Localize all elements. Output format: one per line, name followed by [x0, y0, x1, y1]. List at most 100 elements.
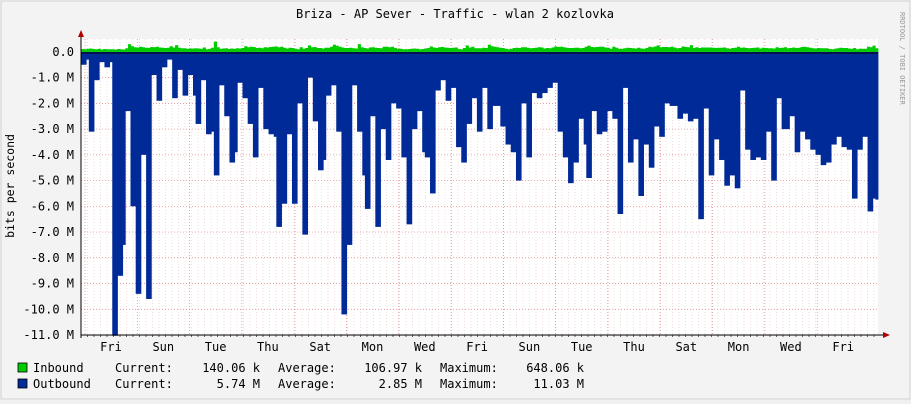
outbound-bar [414, 51, 418, 130]
outbound-bar [81, 51, 85, 65]
outbound-current-label: Current: [115, 377, 173, 391]
inbound-bar [166, 47, 170, 52]
inbound-bar [861, 48, 865, 52]
inbound-bar [836, 48, 840, 52]
outbound-bar [164, 51, 168, 68]
outbound-bar [779, 51, 783, 99]
inbound-bar [711, 47, 716, 52]
inbound-bar [147, 48, 151, 52]
inbound-bar [761, 47, 765, 52]
inbound-bar [518, 48, 522, 52]
inbound-bar [379, 48, 384, 52]
outbound-bar [505, 51, 509, 145]
outbound-bar [255, 51, 259, 158]
outbound-bar [159, 51, 163, 101]
inbound-bar [565, 47, 569, 52]
inbound-bar [554, 46, 558, 52]
outbound-bar [325, 51, 329, 96]
inbound-bar [792, 47, 796, 52]
inbound-bar [681, 46, 685, 52]
outbound-bar [315, 51, 319, 122]
inbound-bar [368, 47, 372, 52]
outbound-bar [198, 51, 202, 124]
inbound-bar [230, 48, 234, 52]
inbound-bar [534, 47, 539, 52]
inbound-bar [842, 48, 846, 52]
inbound-bar [482, 47, 486, 52]
inbound-bar [150, 46, 154, 52]
inbound-bar [161, 47, 165, 52]
inbound-bar [540, 47, 544, 52]
outbound-bar [656, 51, 660, 127]
inbound-bar [839, 47, 843, 52]
outbound-bar [299, 51, 303, 104]
inbound-bar [141, 47, 146, 52]
inbound-bar [581, 48, 586, 52]
outbound-bar [695, 51, 699, 119]
outbound-bar [458, 51, 462, 148]
inbound-bar [133, 47, 137, 52]
outbound-bar [700, 51, 704, 220]
legend: Inbound Current: 140.06 k Average: 106.9… [17, 361, 585, 391]
outbound-bar [528, 51, 532, 158]
outbound-bar [794, 51, 798, 153]
inbound-bar [509, 48, 514, 52]
outbound-bar [594, 51, 598, 112]
inbound-bar [305, 48, 309, 52]
inbound-bar [396, 48, 400, 52]
inbound-bar [460, 49, 464, 52]
outbound-bar [107, 51, 111, 68]
inbound-bar [249, 46, 253, 52]
y-tick-label: -5.0 M [31, 174, 74, 188]
inbound-bar [830, 49, 835, 52]
inbound-bar [579, 48, 583, 52]
inbound-bar [476, 48, 480, 52]
inbound-bar [537, 47, 541, 52]
inbound-bar [678, 48, 682, 52]
outbound-bar [836, 51, 840, 137]
inbound-bar [114, 49, 118, 52]
inbound-bar [415, 48, 420, 52]
inbound-bar [617, 48, 622, 52]
inbound-bar [759, 48, 763, 52]
outbound-bar [867, 51, 871, 212]
inbound-bar [628, 48, 633, 52]
outbound-bar [289, 51, 293, 135]
outbound-bar [523, 51, 527, 104]
inbound-bar [321, 48, 325, 52]
outbound-maximum-value: 11.03 M [533, 377, 584, 391]
outbound-bar [872, 51, 876, 199]
inbound-bar [224, 48, 229, 52]
inbound-bar [487, 44, 491, 52]
inbound-bar [429, 46, 433, 52]
outbound-bar [104, 51, 108, 68]
outbound-bar [411, 51, 415, 130]
x-tick-label: Sun [519, 340, 541, 354]
inbound-bar [111, 49, 115, 52]
y-axis-arrow [78, 30, 84, 37]
outbound-bar [237, 51, 241, 83]
inbound-bar [736, 46, 741, 52]
inbound-bar [119, 49, 123, 52]
outbound-bar [273, 51, 277, 137]
outbound-bar [83, 51, 87, 65]
outbound-bar [375, 51, 379, 227]
inbound-bar [778, 48, 782, 52]
inbound-bar [623, 48, 627, 52]
inbound-bar [651, 47, 655, 52]
inbound-bar [695, 47, 699, 52]
outbound-bar [185, 51, 189, 96]
inbound-bar [354, 48, 359, 52]
x-tick-label: Wed [414, 340, 436, 354]
outbound-bar [203, 51, 207, 81]
inbound-bar [341, 47, 345, 52]
inbound-bar [640, 48, 644, 52]
outbound-bar [841, 51, 845, 148]
inbound-bar [634, 48, 638, 52]
inbound-bar [271, 46, 276, 52]
inbound-bar [465, 45, 469, 52]
inbound-bar [169, 46, 173, 52]
outbound-bar [258, 51, 262, 88]
outbound-bar [112, 51, 116, 336]
outbound-bar [687, 51, 691, 122]
